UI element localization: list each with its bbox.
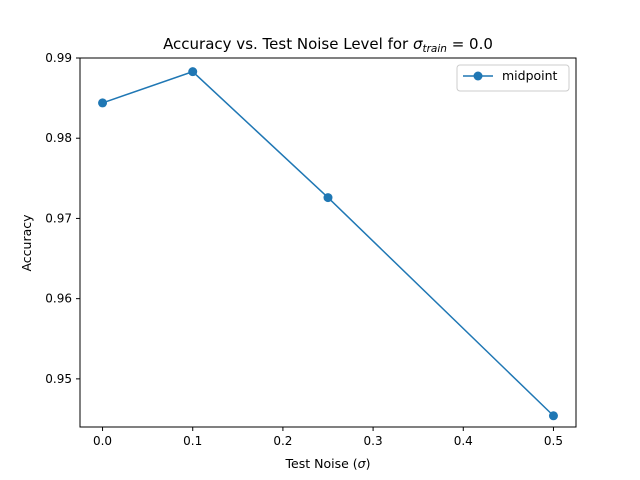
y-tick-label: 0.97 bbox=[45, 211, 72, 225]
y-tick-label: 0.98 bbox=[45, 131, 72, 145]
x-tick-label: 0.4 bbox=[454, 434, 473, 448]
legend: midpoint bbox=[457, 65, 569, 91]
data-point bbox=[549, 411, 558, 420]
data-point bbox=[98, 98, 107, 107]
legend-marker bbox=[474, 72, 483, 81]
x-tick-label: 0.2 bbox=[273, 434, 292, 448]
x-tick-label: 0.0 bbox=[93, 434, 112, 448]
y-tick-label: 0.99 bbox=[45, 51, 72, 65]
legend-entry-label: midpoint bbox=[502, 68, 558, 83]
y-axis-label: Accuracy bbox=[19, 214, 34, 272]
y-tick-label: 0.95 bbox=[45, 372, 72, 386]
x-tick-label: 0.3 bbox=[364, 434, 383, 448]
x-axis-label: Test Noise (σ) bbox=[285, 456, 371, 471]
y-tick-label: 0.96 bbox=[45, 292, 72, 306]
x-tick-label: 0.1 bbox=[183, 434, 202, 448]
data-point bbox=[324, 193, 333, 202]
x-tick-label: 0.5 bbox=[544, 434, 563, 448]
data-point bbox=[188, 67, 197, 76]
